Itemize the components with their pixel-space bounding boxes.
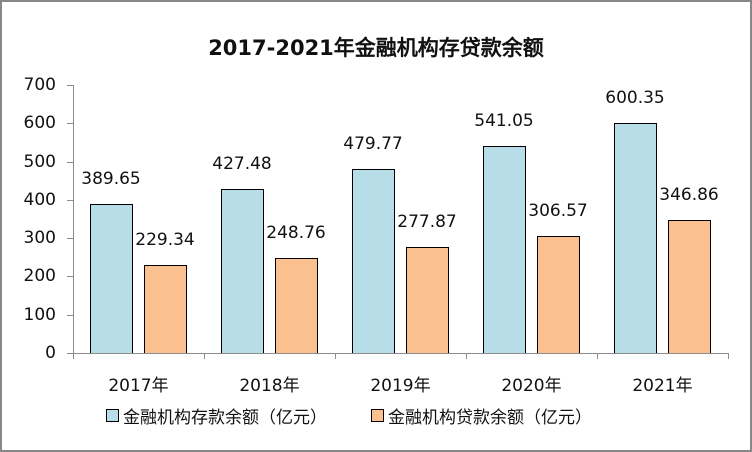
data-label: 389.65 (81, 168, 141, 189)
data-label: 541.05 (474, 110, 534, 131)
bar-loans (668, 220, 711, 353)
bar-deposits (90, 203, 133, 353)
y-tick-mark (67, 162, 73, 163)
legend-label-deposits: 金融机构存款余额（亿元） (123, 408, 327, 428)
bar-loans (144, 265, 187, 353)
x-tick-mark (597, 353, 598, 359)
y-tick-mark (67, 353, 73, 354)
x-tick-mark (204, 353, 205, 359)
x-tick-mark (335, 353, 336, 359)
x-tick-label: 2021年 (632, 376, 693, 396)
data-label: 346.86 (659, 185, 719, 206)
y-tick-label: 200 (23, 266, 56, 287)
y-tick-mark (67, 85, 73, 86)
y-tick-mark (67, 315, 73, 316)
data-label: 277.87 (397, 211, 457, 232)
x-tick-label: 2019年 (370, 376, 431, 396)
x-tick-label: 2018年 (239, 376, 300, 396)
bar-loans (406, 246, 449, 353)
legend-item-deposits: 金融机构存款余额（亿元） (106, 403, 327, 428)
y-tick-label: 0 (45, 343, 56, 363)
chart-title: 2017-2021年金融机构存贷款余额 (208, 36, 544, 60)
bar-deposits (221, 189, 264, 353)
y-tick-label: 400 (23, 189, 56, 210)
y-axis (73, 85, 74, 353)
data-label: 306.57 (528, 200, 588, 221)
data-label: 229.34 (135, 230, 195, 251)
x-tick-mark (466, 353, 467, 359)
y-tick-mark (67, 200, 73, 201)
y-tick-label: 700 (23, 75, 56, 95)
legend-item-loans: 金融机构贷款余额（亿元） (371, 403, 592, 428)
legend-swatch-loans (371, 409, 384, 422)
y-tick-mark (67, 123, 73, 124)
y-tick-label: 100 (23, 304, 56, 325)
bar-loans (275, 257, 318, 353)
bar-deposits (614, 123, 657, 353)
data-label: 248.76 (266, 222, 326, 243)
bar-deposits (483, 145, 526, 353)
bar-loans (537, 235, 580, 353)
y-tick-label: 500 (23, 151, 56, 172)
bar-deposits (352, 169, 395, 353)
data-label: 600.35 (605, 88, 665, 109)
legend-swatch-deposits (106, 409, 119, 422)
x-tick-mark (73, 353, 74, 359)
x-axis (67, 353, 728, 354)
x-tick-label: 2017年 (108, 376, 169, 396)
legend-label-loans: 金融机构贷款余额（亿元） (388, 408, 592, 428)
y-tick-label: 300 (23, 228, 56, 249)
data-label: 427.48 (212, 154, 272, 175)
x-tick-label: 2020年 (501, 376, 562, 396)
data-label: 479.77 (343, 134, 403, 155)
y-tick-label: 600 (23, 113, 56, 134)
legend: 金融机构存款余额（亿元） 金融机构贷款余额（亿元） (106, 403, 636, 428)
x-tick-mark (728, 353, 729, 359)
y-tick-mark (67, 238, 73, 239)
y-tick-mark (67, 276, 73, 277)
